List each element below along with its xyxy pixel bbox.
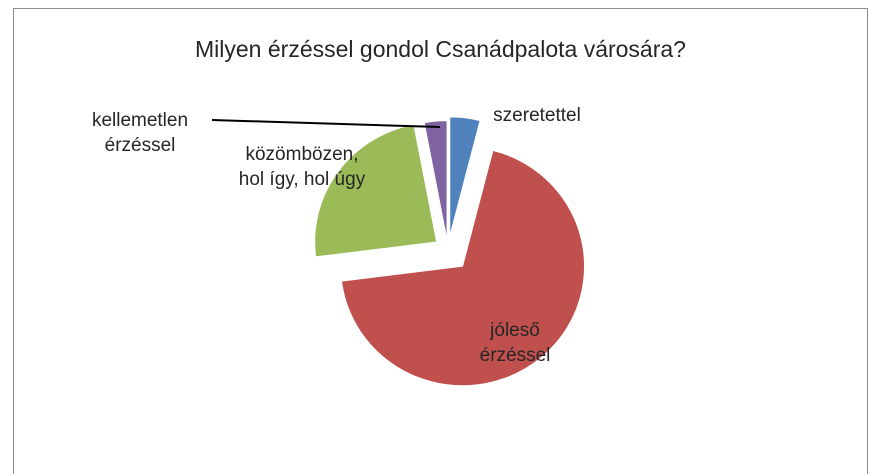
slice-label: kellemetlen érzéssel: [91, 110, 189, 156]
chart-frame: [13, 8, 868, 474]
slice-label: jóleső érzéssel: [479, 320, 551, 366]
slice-label: szeretettel: [493, 105, 581, 126]
pie-slice: [314, 123, 438, 258]
chart-title: Milyen érzéssel gondol Csanádpalota váro…: [195, 36, 686, 62]
pie-slice: [340, 149, 586, 387]
pie-slice: [423, 120, 448, 241]
leader-line: [211, 119, 441, 128]
pie-slice: [449, 116, 481, 237]
slice-label: közömbözen, hol így, hol úgy: [238, 144, 366, 190]
